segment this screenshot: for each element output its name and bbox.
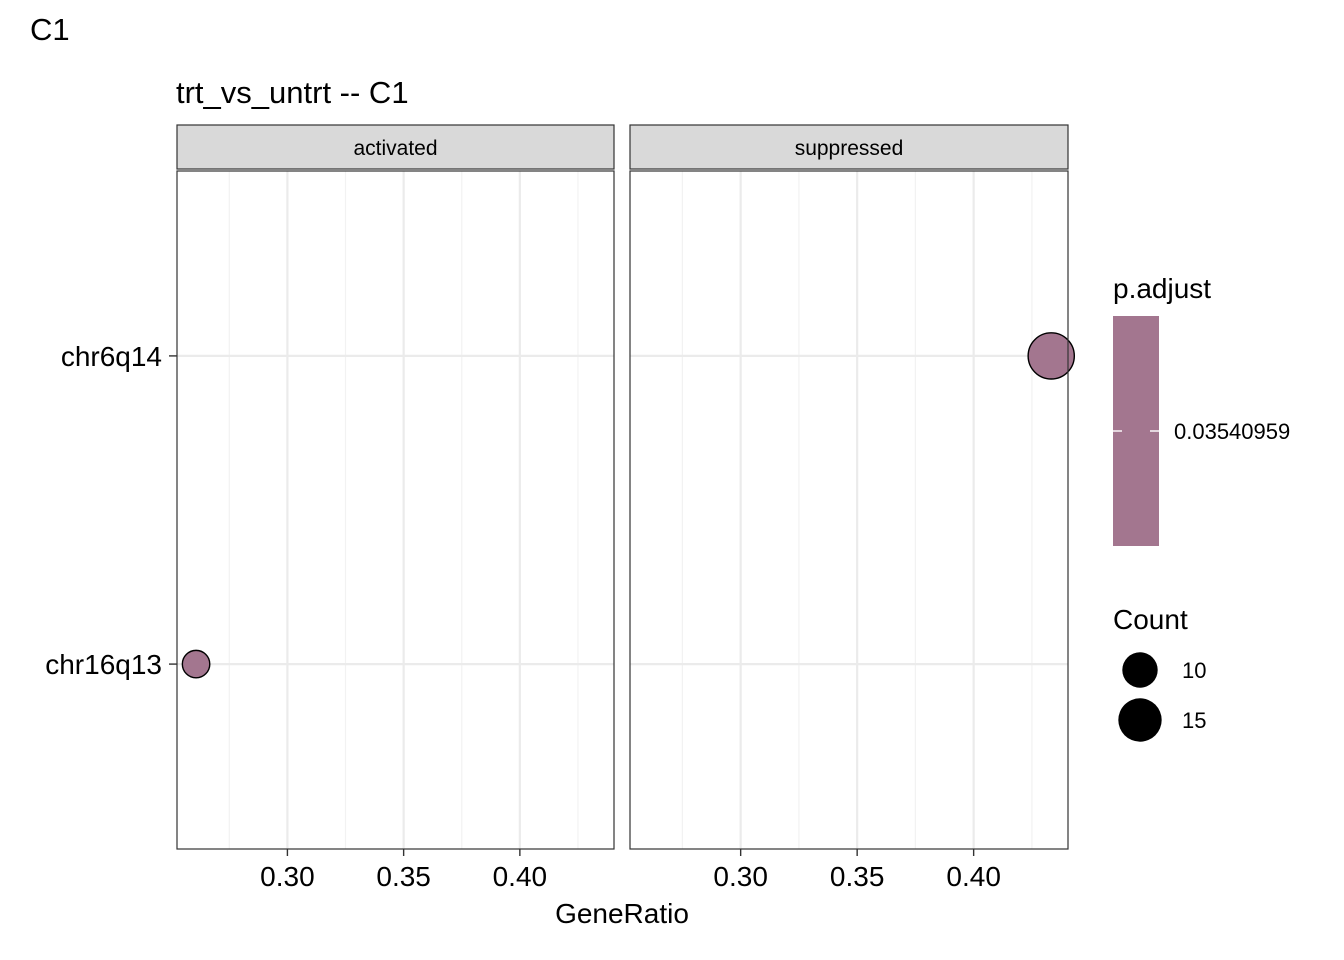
size-legend-key <box>1122 652 1158 688</box>
chart-title: trt_vs_untrt -- C1 <box>176 75 409 110</box>
x-tick-label: 0.40 <box>946 861 1001 892</box>
y-tick-label: chr6q14 <box>61 341 162 372</box>
facet-strip-label: activated <box>353 137 437 160</box>
facet-panel-activated: activated 0.30 0.35 0.40 <box>176 124 615 892</box>
y-tick-label: chr16q13 <box>45 649 162 680</box>
y-axis: chr6q14 chr16q13 <box>45 341 177 680</box>
panel-background <box>630 171 1068 849</box>
facet-panel-suppressed: suppressed 0.30 0.35 0.40 <box>629 124 1076 892</box>
facet-panels: activated 0.30 0.35 0.40 suppressed 0.30 0.35 0… <box>176 124 1076 892</box>
facet-strip <box>176 124 615 170</box>
panel-border <box>629 170 1069 850</box>
panel-border <box>176 170 615 850</box>
data-point-chr16q13 <box>181 649 211 679</box>
color-bar-label: 0.03540959 <box>1174 419 1290 444</box>
facet-strip-label: suppressed <box>795 137 904 160</box>
size-legend-label: 15 <box>1182 708 1206 733</box>
x-tick-label: 0.35 <box>376 861 431 892</box>
size-legend-label: 10 <box>1182 658 1206 683</box>
x-tick-label: 0.35 <box>830 861 885 892</box>
x-tick-label: 0.40 <box>493 861 548 892</box>
size-legend-title: Count <box>1113 604 1188 635</box>
color-legend-title: p.adjust <box>1113 273 1211 304</box>
size-legend-key <box>1118 698 1162 742</box>
facet-strip <box>629 124 1069 170</box>
x-axis-label: GeneRatio <box>555 898 689 929</box>
figure-tag: C1 <box>30 12 70 47</box>
x-tick-label: 0.30 <box>260 861 315 892</box>
panel-background <box>177 171 614 849</box>
legend: p.adjust 0.03540959 Count 10 15 <box>1113 273 1290 742</box>
x-tick-label: 0.30 <box>713 861 768 892</box>
data-point-chr6q14 <box>1027 332 1076 380</box>
